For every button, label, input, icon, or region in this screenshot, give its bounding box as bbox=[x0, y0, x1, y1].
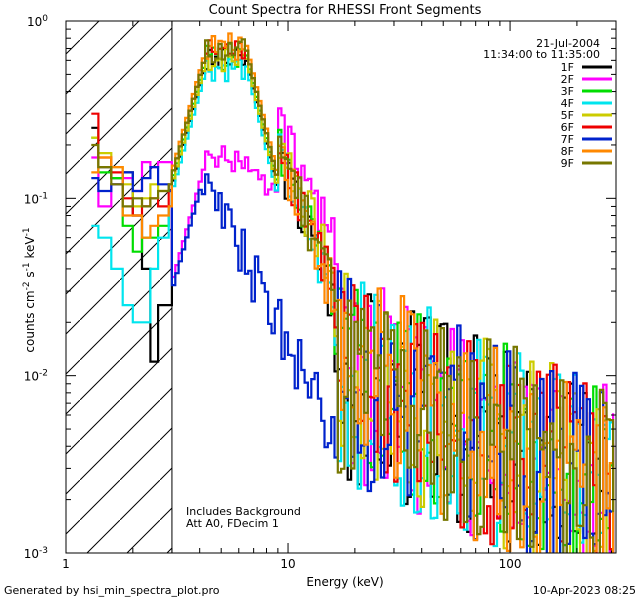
chart-title: Count Spectra for RHESSI Front Segments bbox=[209, 3, 482, 18]
legend-label-7F: 7F bbox=[561, 133, 574, 146]
footer-generated-by: Generated by hsi_min_spectra_plot.pro bbox=[4, 584, 220, 597]
plot-background bbox=[66, 21, 173, 553]
legend-label-1F: 1F bbox=[561, 61, 574, 74]
legend-label-8F: 8F bbox=[561, 145, 574, 158]
x-tick-label: 10 bbox=[280, 557, 295, 571]
y-tick-label: 100 bbox=[27, 14, 48, 29]
y-tick-label: 10-3 bbox=[24, 546, 48, 561]
x-tick-label: 1 bbox=[62, 557, 70, 571]
legend-label-4F: 4F bbox=[561, 97, 574, 110]
y-tick-label: 10-2 bbox=[24, 369, 48, 384]
y-axis-label: counts cm-2 s-1 keV-1 bbox=[22, 227, 37, 352]
footer-timestamp: 10-Apr-2023 08:25 bbox=[533, 584, 636, 597]
series-layer bbox=[91, 32, 615, 553]
legend-label-6F: 6F bbox=[561, 121, 574, 134]
legend-label-3F: 3F bbox=[561, 85, 574, 98]
legend-label-2F: 2F bbox=[561, 73, 574, 86]
x-tick-label: 100 bbox=[499, 557, 522, 571]
y-tick-label: 10-1 bbox=[24, 191, 48, 206]
legend-label-5F: 5F bbox=[561, 109, 574, 122]
series-9F bbox=[91, 38, 615, 553]
time-range-label: 11:34:00 to 11:35:00 bbox=[483, 48, 600, 61]
date-label: 21-Jul-2004 bbox=[536, 37, 600, 50]
hatched-region bbox=[66, 21, 172, 553]
legend-label-9F: 9F bbox=[561, 157, 574, 170]
plot-frame bbox=[65, 20, 617, 554]
ticks-layer: 1 10 100 100 10-1 10-2 10-3 bbox=[24, 14, 617, 571]
y-axis-label-text: counts cm-2 s-1 keV-1 bbox=[22, 227, 37, 352]
x-axis-label: Energy (keV) bbox=[306, 575, 383, 589]
axes-layer bbox=[65, 20, 617, 554]
annotation-attenuator: Att A0, FDecim 1 bbox=[186, 517, 279, 530]
annotation-background: Includes Background bbox=[186, 505, 301, 518]
